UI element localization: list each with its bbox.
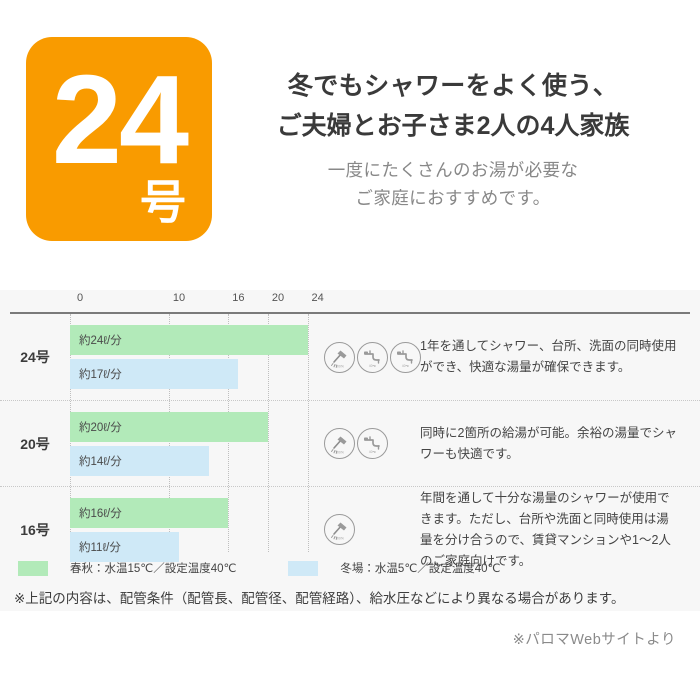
capacity-badge: 24 号 — [26, 37, 212, 241]
source-credit: ※パロマWebサイトより — [512, 632, 676, 648]
badge-unit: 号 — [140, 176, 186, 228]
hero-headline-line1: 冬でもシャワーをよく使う、 — [287, 72, 619, 100]
axis-tick-0: 0 — [76, 292, 84, 304]
bar-spring-16号: 約16ℓ/分 — [70, 497, 229, 528]
chart-row: 16号 約16ℓ/分 約11ℓ/分 100% 年間を通して十分な湯量のシャワーが使用でき… — [0, 486, 700, 572]
axis-tick-24: 24 — [311, 292, 324, 304]
hero-text-block: 冬でもシャワーをよく使う、 ご夫婦とお子さま2人の4人家族 一度にたくさんのお湯… — [212, 66, 700, 212]
row-icons: 100% 40℃ 40℃ — [320, 314, 421, 400]
bar-winter-20号: 約14ℓ/分 — [70, 445, 209, 476]
shower-icon: 100% — [324, 341, 355, 373]
bar-spring-20号: 約20ℓ/分 — [70, 411, 268, 442]
chart-rows: 24号 約24ℓ/分 約17ℓ/分 100% 40℃ 40℃ 1年を通してシャワー、台所、洗… — [0, 314, 700, 572]
axis-tick-10: 10 — [172, 292, 186, 304]
flow-rate-chart-card: 0 10 16 20 24 24号 約24ℓ/分 約17ℓ/分 100% 40℃ 40℃ 1年を通し… — [0, 290, 700, 610]
row-label-16号: 16号 — [20, 521, 50, 538]
legend-swatch-spring — [18, 560, 48, 576]
row-icons: 100% — [320, 487, 420, 572]
row-bars: 約16ℓ/分 約11ℓ/分 — [70, 487, 320, 572]
legend-swatch-winter — [288, 560, 319, 576]
faucet-icon: 40℃ — [357, 428, 388, 459]
faucet-icon: 40℃ — [357, 341, 388, 373]
chart-x-axis: 0 10 16 20 24 — [10, 290, 690, 312]
svg-text:100%: 100% — [335, 364, 344, 368]
row-label-20号: 20号 — [20, 435, 50, 452]
axis-tick-20: 20 — [271, 292, 285, 304]
hero-subtext-line2: ご家庭におすすめです。 — [355, 188, 551, 208]
row-description-20号: 同時に2箇所の給湯が可能。余裕の湯量でシャワーも快適です。 — [420, 425, 677, 461]
chart-row: 24号 約24ℓ/分 約17ℓ/分 100% 40℃ 40℃ 1年を通してシャワー、台所、洗… — [0, 314, 700, 400]
legend-label-winter: 冬場：水温5℃／設定温度40℃ — [340, 563, 501, 575]
hero-subtext-line1: 一度にたくさんのお湯が必要な — [327, 160, 579, 180]
svg-text:100%: 100% — [335, 537, 344, 541]
faucet-icon: 40℃ — [390, 341, 421, 373]
chart-row: 20号 約20ℓ/分 約14ℓ/分 100% 40℃ 同時に2箇所の給湯が可能。余裕の湯量… — [0, 400, 700, 486]
row-description-16号: 年間を通して十分な湯量のシャワーが使用できます。ただし、台所や洗面と同時使用は湯… — [420, 490, 671, 568]
axis-tick-16: 16 — [232, 292, 245, 304]
row-icons: 100% 40℃ — [320, 401, 420, 486]
chart-footnote: ※上記の内容は、配管条件（配管長、配管径、配管経路）、給水圧などにより異なる場合… — [0, 583, 700, 611]
svg-text:100%: 100% — [335, 451, 344, 455]
legend-item-spring: 春秋：水温15℃／設定温度40℃ — [18, 560, 236, 576]
svg-text:40℃: 40℃ — [402, 364, 410, 368]
row-description-24号: 1年を通してシャワー、台所、洗面の同時使用ができ、快適な湯量が確保できます。 — [420, 339, 677, 374]
row-bars: 約24ℓ/分 約17ℓ/分 — [70, 314, 320, 400]
hero-subtext: 一度にたくさんのお湯が必要な ご家庭におすすめです。 — [220, 156, 686, 212]
hero-headline-line2: ご夫婦とお子さま2人の4人家族 — [276, 112, 630, 140]
hero-headline: 冬でもシャワーをよく使う、 ご夫婦とお子さま2人の4人家族 — [220, 66, 686, 146]
bar-winter-24号: 約17ℓ/分 — [70, 359, 239, 389]
svg-text:40℃: 40℃ — [369, 450, 377, 454]
legend-item-winter: 冬場：水温5℃／設定温度40℃ — [288, 560, 500, 576]
svg-text:40℃: 40℃ — [369, 364, 377, 368]
bar-winter-16号: 約11ℓ/分 — [70, 531, 179, 562]
row-bars: 約20ℓ/分 約14ℓ/分 — [70, 401, 320, 486]
badge-number: 24 — [51, 49, 189, 190]
legend-label-spring: 春秋：水温15℃／設定温度40℃ — [70, 563, 237, 575]
hero-section: 24 号 冬でもシャワーをよく使う、 ご夫婦とお子さま2人の4人家族 一度にたく… — [0, 0, 700, 278]
row-label-24号: 24号 — [20, 349, 50, 365]
bar-spring-24号: 約24ℓ/分 — [70, 325, 308, 355]
shower-icon: 100% — [324, 428, 355, 459]
shower-icon: 100% — [324, 514, 355, 545]
chart-axis-line — [10, 312, 690, 314]
